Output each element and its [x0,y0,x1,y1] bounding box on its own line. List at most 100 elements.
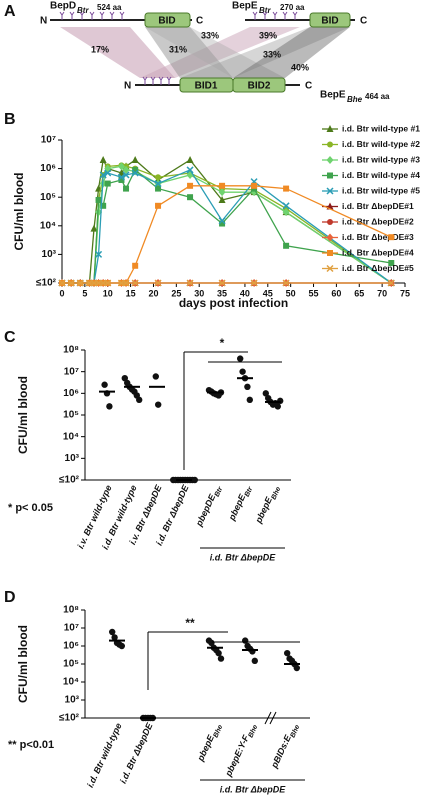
panel-label: B [4,111,16,128]
domain-label: BID2 [248,81,271,92]
x-axis-label: days post infection [179,296,288,310]
tyrosine-motifs [252,11,298,20]
similarity-shade [233,27,350,78]
x-tick-label: 75 [400,288,410,298]
y-tick-label: 10⁵ [40,192,56,203]
category-name: i.d. Btr ΔbepDE [118,721,155,786]
marker [219,182,226,189]
y-tick-label: ≤10² [59,713,80,724]
y-tick-label: 10⁶ [40,163,56,174]
x-tick-label: 70 [377,288,387,298]
y-tick-label: 10⁴ [63,431,79,442]
y-tick-label: 10⁷ [64,623,79,634]
marker [155,174,162,181]
x-tick-label: 10 [103,288,113,298]
protein-name: BepE [232,1,258,12]
protein-length: 270 aa [280,3,305,12]
marker [326,125,334,132]
y-tick-label: 10⁵ [63,659,79,670]
protein-name: BepE [320,90,346,101]
similarity-shade [180,27,350,78]
domain-box [309,12,351,28]
data-point [111,634,118,641]
marker [95,250,103,258]
category-subscript: Bhe [247,724,259,739]
marker [327,250,333,256]
domain-label: BID [321,16,338,27]
marker [218,195,226,203]
group-label: i.d. Btr ΔbepDE [220,784,287,794]
marker [218,217,226,225]
y-tick-label: 10⁵ [63,410,79,421]
panel-a: A BepD Btr 524 aa N C BID BepE Btr 270 a… [4,1,390,104]
similarity-shade [60,27,175,78]
identity-label: 33% [263,49,281,59]
category-subscript: Btr [244,485,255,498]
identity-label: 33% [201,30,219,40]
marker [283,185,290,192]
marker [187,194,194,201]
marker [131,169,139,177]
y-tick-label: ≤10² [59,475,80,486]
marker [155,185,162,192]
marker [283,242,290,249]
marker [327,219,333,225]
marker [327,172,333,179]
marker [326,264,334,273]
data-point [284,649,291,657]
marker [187,182,194,189]
data-point [215,649,222,657]
data-point [277,397,284,405]
identity-label: 40% [291,62,309,72]
legend-label: i.d. Btr ΔbepDE#2 [342,216,414,226]
x-tick-label: pbepDEBtr [194,482,225,529]
identity-label: 17% [91,44,109,54]
x-tick-label: 15 [126,288,136,298]
data-point [262,390,269,397]
data-point [217,655,225,662]
data-point [152,373,159,380]
marker [95,196,102,203]
marker [186,155,194,163]
data-point [274,403,281,410]
marker [282,202,290,210]
data-point [208,639,215,647]
marker [218,188,226,197]
legend-label: i.d. Btr wild-type #4 [342,170,420,180]
c-terminus: C [360,16,367,27]
x-tick-label: 65 [354,288,364,298]
x-tick-label: 45 [263,288,273,298]
data-point [106,403,113,410]
marker [131,279,139,287]
marker [218,279,226,287]
marker [117,162,125,171]
marker [219,220,226,227]
marker [250,279,258,287]
legend-label: i.d. Btr ΔbepDE#5 [342,263,414,273]
domain-box [144,12,191,28]
protein-subscript: Btr [77,6,89,15]
y-axis-label: CFU/ml blood [12,173,26,251]
x-tick-label: pbepEBhe [253,484,282,527]
marker [104,180,111,187]
panel-label: D [4,589,16,606]
identity-label: 39% [259,30,277,40]
c-terminus: C [196,16,203,27]
marker [100,202,107,209]
marker [154,180,162,188]
similarity-shade [145,27,233,78]
y-tick-label: 10³ [42,249,57,260]
marker [387,279,395,287]
marker [67,279,75,287]
data-point [246,396,253,404]
y-tick-label: 10⁶ [63,388,79,399]
marker [99,171,107,179]
y-tick-label: 10⁸ [63,605,79,616]
data-point [191,476,198,484]
category-name: pBIDs:E [269,733,294,771]
y-tick-label: 10⁴ [40,220,56,231]
data-point [244,383,251,391]
marker [117,169,125,177]
x-tick-label: 40 [240,288,250,298]
y-tick-label: 10⁷ [41,135,56,146]
